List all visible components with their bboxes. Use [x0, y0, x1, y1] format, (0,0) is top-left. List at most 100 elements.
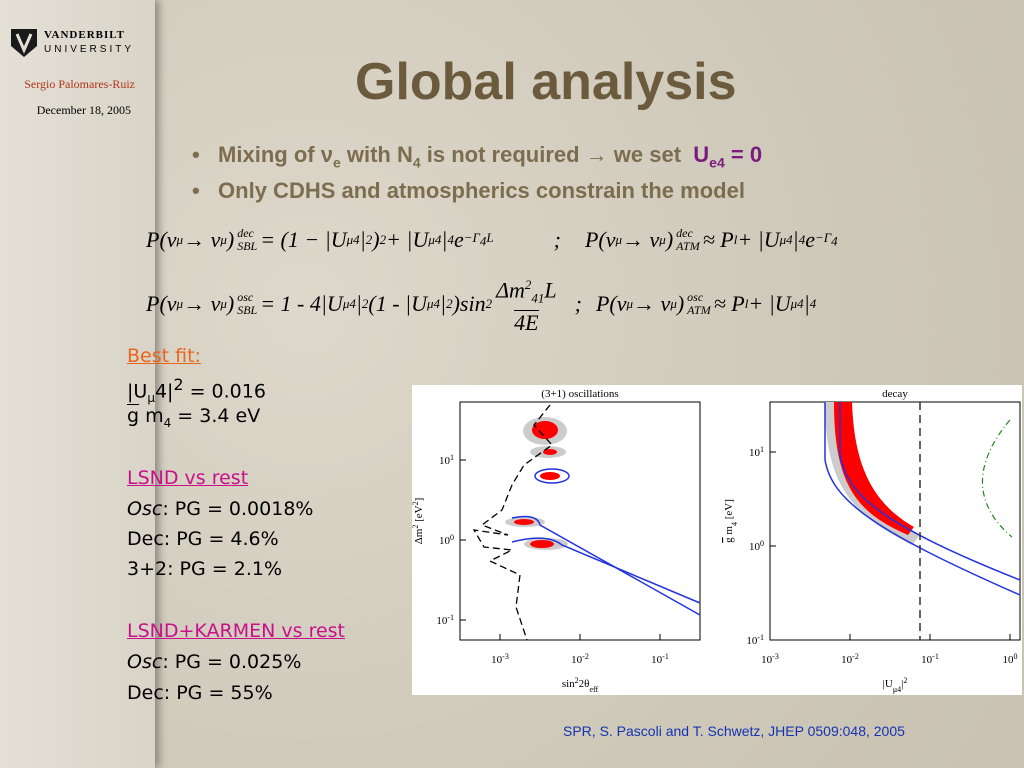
text-part: 2 — [485, 296, 493, 311]
text-part: μ — [220, 296, 227, 311]
x-tick-label-part: 10 — [651, 654, 663, 666]
y-axis-label: g m4 [eV] — [723, 499, 739, 543]
result-line: Dec: PG = 55% — [127, 682, 273, 704]
text-part: 4 — [831, 233, 838, 249]
text-part: P(ν — [595, 291, 627, 316]
date: December 18, 2005 — [36, 103, 131, 117]
result-line: 3+2: PG = 2.1% — [127, 558, 282, 580]
plot-title: (3+1) oscillations — [541, 388, 618, 400]
text-part: P(ν — [146, 227, 177, 252]
text-part: l — [733, 232, 738, 247]
text-part: | — [359, 227, 366, 252]
x-axis-label-part: eff — [589, 685, 598, 694]
text-part: ν — [320, 142, 333, 167]
text-part: Dec — [127, 682, 164, 704]
text-part: ) — [226, 291, 235, 316]
y-tick-label: 10-1 — [746, 633, 764, 648]
text-part: ) — [226, 227, 235, 252]
text-part: 3+2 — [127, 558, 168, 580]
x-axis-label-part: sin — [562, 678, 575, 690]
text-part: ≈ P — [702, 227, 734, 252]
y-axis-label-part: g — [723, 537, 735, 543]
text-part: m — [139, 405, 164, 427]
y-axis-label-part: 2 — [412, 525, 420, 529]
text-part: μ4 — [427, 296, 441, 311]
text-part: 2 — [365, 232, 373, 247]
x-axis-label-part: 2 — [575, 676, 579, 685]
result-line: Dec: PG = 4.6% — [127, 528, 279, 550]
text-part: : PG = 4.6% — [163, 528, 279, 550]
text-part: SBL — [237, 239, 258, 253]
text-part: μ4 — [346, 232, 360, 247]
x-tick-label-part: 10 — [1003, 654, 1015, 666]
y-axis-label-part: [eV — [413, 505, 425, 524]
y-axis-label-part: Δm — [413, 528, 425, 544]
text-part: 4 — [154, 380, 168, 403]
text-part: 4 — [809, 296, 817, 311]
y-tick-label: 100 — [439, 533, 454, 548]
text-part: μ4 — [428, 232, 442, 247]
text-part: 4 — [412, 154, 421, 171]
text-part: is not required → we set — [420, 142, 682, 167]
text-part: μ — [176, 232, 184, 247]
text-part: |U — [127, 380, 148, 403]
text-part: −Γ — [463, 230, 480, 246]
y-tick-label-part: -1 — [757, 633, 764, 642]
text-part: 4 — [798, 232, 806, 247]
x-tick-label: 100 — [1003, 652, 1018, 667]
x-tick-label-part: -2 — [852, 652, 859, 661]
x-tick-label: 10-1 — [651, 652, 669, 667]
x-tick-label: 10-3 — [491, 652, 509, 667]
sidebar — [0, 0, 155, 768]
y-tick-label-part: 1 — [760, 445, 764, 454]
y-axis-label-part: 2 — [412, 501, 420, 505]
text-part: + |U — [386, 227, 429, 252]
text-part: l — [744, 296, 749, 311]
x-tick-label: 10-2 — [571, 652, 589, 667]
text-part: | — [803, 291, 810, 316]
text-part: P(ν — [584, 227, 616, 252]
text-part: μ — [220, 232, 227, 247]
text-part: 4 — [447, 232, 454, 247]
right-contours — [824, 402, 1021, 640]
heading: LSND vs rest — [127, 467, 249, 489]
text-part: μ — [176, 296, 184, 311]
text-part: Δm — [496, 276, 525, 302]
x-axis-label-part: |U — [883, 678, 893, 690]
heading: LSND+KARMEN vs rest — [127, 620, 345, 642]
text-part: = (1 − |U — [260, 227, 347, 252]
text-part: Dec — [127, 528, 164, 550]
x-axis-label-part: μ4 — [893, 685, 901, 694]
text-part: e — [332, 154, 341, 171]
x-tick-label-part: 0 — [1014, 652, 1018, 661]
logo-name: VANDERBILT — [44, 29, 125, 41]
citation: SPR, S. Pascoli and T. Schwetz, JHEP 050… — [563, 723, 905, 739]
text-part: : PG = 0.0018% — [162, 498, 314, 520]
x-tick-label-part: -2 — [582, 652, 589, 661]
y-axis-label-part: m — [723, 526, 735, 538]
text-part: Mixing of — [218, 142, 321, 167]
x-tick-label: 10-1 — [921, 652, 939, 667]
text-part: g — [127, 405, 140, 427]
text-part: | — [167, 380, 174, 403]
x-tick-label-part: 10 — [921, 654, 933, 666]
text-part: dec — [237, 226, 254, 240]
text-part: μ4 — [779, 232, 793, 247]
text-part: = 3.4 eV — [171, 405, 261, 427]
x-tick-label-part: -1 — [662, 652, 669, 661]
text-part: = 0 — [724, 142, 763, 167]
text-part: )sin — [452, 291, 486, 316]
x-tick-label: 10-2 — [841, 652, 859, 667]
heading: Best fit: — [127, 345, 201, 367]
y-tick-label-part: 10 — [439, 455, 451, 467]
y-tick-label: 101 — [749, 445, 764, 460]
result-line: |Uμ4|2 = 0.016 — [127, 375, 266, 405]
text-part: 2 — [173, 375, 184, 394]
text-part: → ν — [633, 291, 671, 316]
y-tick-label-part: 0 — [760, 539, 764, 548]
x-tick-label-part: -3 — [502, 652, 509, 661]
y-tick-label-part: 1 — [450, 453, 454, 462]
x-axis-label-part: 2θ — [579, 678, 590, 690]
